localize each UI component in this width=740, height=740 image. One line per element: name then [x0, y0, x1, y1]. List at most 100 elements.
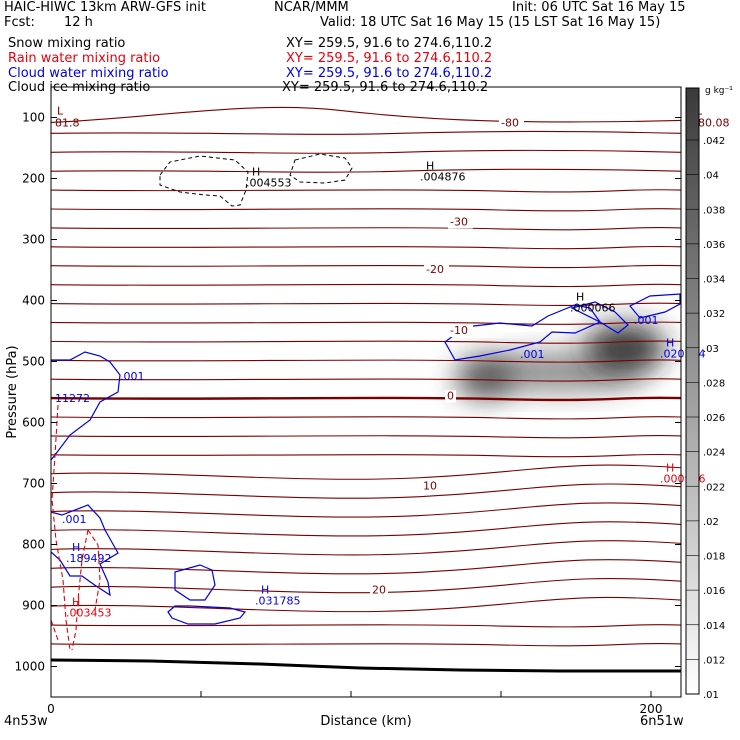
label-bg	[448, 216, 473, 229]
temperature-contour-line	[51, 642, 681, 647]
right-endpoint: 6n51w	[640, 714, 684, 729]
temperature-label: -20	[426, 263, 444, 276]
cloud-water-contour-label: .001	[120, 370, 145, 383]
rain-contour	[51, 404, 71, 651]
x-tick-label: 0	[47, 702, 55, 716]
rain-max-marker: H	[666, 461, 674, 474]
temperature-label: 10	[423, 480, 437, 493]
field-cloudwater-xy: XY= 259.5, 91.6 to 274.6,110.2	[286, 66, 493, 81]
y-tick-label: 1000	[14, 660, 45, 674]
temperature-contour-line	[51, 226, 681, 231]
colorbar: .042 .04 .038 .036 .034 .032 .03 .028 .026 .024 .0…	[685, 86, 733, 701]
rain-contour	[87, 529, 101, 611]
temperature-contour-line	[51, 464, 681, 480]
temperature-contour-line	[51, 483, 681, 499]
temperature-contour-line	[51, 577, 681, 594]
field-cloudwater-name: Cloud water mixing ratio	[8, 66, 169, 81]
temperature-contour-line	[51, 189, 681, 193]
temperature-contour-line	[51, 302, 681, 306]
snow-max-value: .004553	[246, 177, 292, 190]
colorbar-tick-label: .022	[703, 482, 725, 493]
y-tick-label: 800	[22, 538, 45, 552]
cloud-water-max-value: .189492	[66, 552, 112, 565]
temperature-contour-line	[51, 283, 681, 288]
field-snow-name: Snow mixing ratio	[8, 36, 126, 51]
rain-max-marker: H	[72, 596, 80, 609]
forecast-hours: 12 h	[64, 15, 93, 30]
cloud-water-contour	[629, 293, 681, 319]
cloud-water-max-marker: H	[666, 336, 674, 349]
snow-max-value: .000066	[570, 302, 616, 315]
temperature-contour-line	[51, 396, 681, 402]
y-tick-label: 400	[22, 294, 45, 308]
temperature-contours	[51, 106, 681, 673]
plot-frame	[50, 86, 682, 698]
temperature-contour-line	[51, 624, 681, 628]
colorbar-tick-label: .01	[703, 690, 719, 701]
colorbar-tick-label: .038	[703, 205, 725, 216]
colorbar-bar	[685, 87, 700, 695]
label-bg	[424, 264, 449, 277]
temperature-label: -10	[450, 324, 468, 337]
temperature-contour-line	[51, 540, 681, 556]
y-axis-title: Pressure (hPa)	[5, 345, 20, 438]
field-rain-xy: XY= 259.5, 91.6 to 274.6,110.2	[286, 51, 493, 66]
snow-contour	[289, 153, 353, 184]
y-tick-label: 600	[22, 416, 45, 430]
label-bg	[370, 584, 388, 597]
model-title: HAIC-HIWC 13km ARW-GFS init	[4, 0, 206, 15]
temperature-contour-line	[51, 453, 681, 458]
colorbar-tick-label: .042	[703, 136, 725, 147]
forecast-label: Fcst:	[4, 15, 35, 30]
colorbar-tick-label: .032	[703, 309, 725, 320]
temperature-contour-line	[51, 378, 681, 382]
y-tick-label: 700	[22, 477, 45, 491]
colorbar-tick-label: .018	[703, 552, 725, 563]
cloud-water-contour-label: .001	[62, 513, 87, 526]
cloud-water-max-marker: H	[72, 541, 80, 554]
temperature-contour-line	[51, 321, 681, 325]
temperature-contour-line	[51, 521, 681, 537]
temperature-contour-line	[51, 130, 681, 135]
left-endpoint: 4n53w	[4, 714, 48, 729]
org-label: NCAR/MMM	[274, 0, 349, 15]
label-bg	[421, 480, 439, 493]
rain-max-value: .003453	[66, 607, 112, 620]
temperature-contour-line	[51, 434, 681, 439]
label-bg	[499, 117, 524, 130]
rain-contour	[51, 619, 59, 641]
y-tick-label: 500	[22, 355, 45, 369]
snow-max-marker: H	[576, 291, 584, 304]
colorbar-tick-label: .034	[703, 275, 725, 286]
temperature-contour-line	[51, 168, 681, 173]
temperature-contour-line	[51, 596, 681, 613]
temperature-contour-line	[51, 106, 681, 123]
temperature-contour-line	[51, 559, 681, 575]
cloud-water-max-marker: H	[261, 583, 269, 596]
rain-contours	[51, 404, 101, 651]
cloud-water-contour	[51, 351, 121, 461]
temperature-contour-line	[51, 502, 681, 518]
snow-max-marker: H	[426, 160, 434, 173]
temperature-contour-line	[51, 149, 681, 154]
temperature-contour-line	[51, 245, 681, 250]
snow-max-marker: H	[252, 166, 260, 179]
valid-time: Valid: 18 UTC Sat 16 May 15 (15 LST Sat …	[320, 15, 661, 30]
init-time: Init: 06 UTC Sat 16 May 15	[512, 0, 686, 15]
colorbar-unit: g kg⁻¹	[705, 86, 733, 96]
cloud-water-contour-label: .001	[634, 314, 659, 327]
field-rain-name: Rain water mixing ratio	[8, 51, 161, 66]
cloud-water-contour	[167, 605, 247, 625]
temperature-contour-line	[51, 416, 681, 420]
temperature-label: -80	[501, 117, 519, 130]
temperature-label: -30	[450, 215, 468, 228]
label-bg	[448, 325, 473, 338]
cloud-water-contour	[570, 301, 629, 334]
colorbar-tick-label: .02	[703, 517, 719, 528]
colorbar-tick-label: .024	[703, 448, 725, 459]
temperature-contour-line	[51, 208, 681, 212]
cloud-water-contour-label: 11272	[55, 392, 90, 405]
temperature-contour-line	[51, 340, 681, 344]
